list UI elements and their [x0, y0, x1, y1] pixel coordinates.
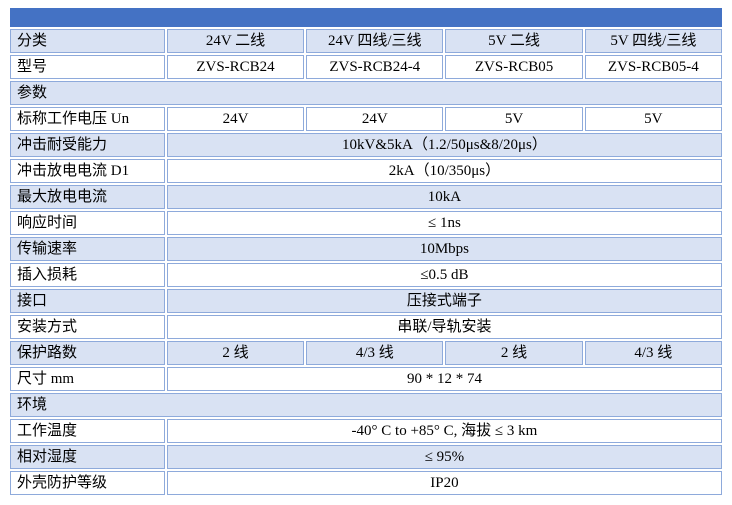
spec-table-body: 分类 24V 二线 24V 四线/三线 5V 二线 5V 四线/三线 型号 ZVS-RCB2…	[10, 8, 722, 495]
table-row-operating-temperature: 工作温度 -40° C to +85° C, 海拔 ≤ 3 km	[10, 419, 722, 443]
dimensions-mm-cell-0: 尺寸 mm	[10, 367, 165, 391]
nominal-voltage-cell-4: 5V	[584, 107, 722, 131]
category-cell-1: 24V 二线	[166, 29, 305, 53]
enclosure-protection-rating-cell-1: IP20	[166, 471, 722, 495]
transmission-rate-cell-1: 10Mbps	[166, 237, 722, 261]
model-cell-3: ZVS-RCB05	[445, 55, 583, 79]
model-cell-2: ZVS-RCB24-4	[306, 55, 444, 79]
title-band-cell-0	[10, 8, 722, 27]
table-row-dimensions-mm: 尺寸 mm 90 * 12 * 74	[10, 367, 722, 391]
impulse-withstand-cell-0: 冲击耐受能力	[10, 133, 165, 157]
table-row-category: 分类 24V 二线 24V 四线/三线 5V 二线 5V 四线/三线	[10, 29, 722, 53]
protected-lines-cell-4: 4/3 线	[584, 341, 722, 365]
table-row-mounting: 安装方式 串联/导轨安装	[10, 315, 722, 339]
mounting-cell-0: 安装方式	[10, 315, 165, 339]
model-cell-0: 型号	[10, 55, 165, 79]
operating-temperature-cell-1: -40° C to +85° C, 海拔 ≤ 3 km	[166, 419, 722, 443]
insertion-loss-cell-0: 插入损耗	[10, 263, 165, 287]
nominal-voltage-cell-2: 24V	[306, 107, 444, 131]
table-row-impulse-withstand: 冲击耐受能力 10kV&5kA（1.2/50μs&8/20μs）	[10, 133, 722, 157]
insertion-loss-cell-1: ≤0.5 dB	[166, 263, 722, 287]
nominal-voltage-cell-3: 5V	[445, 107, 583, 131]
relative-humidity-cell-1: ≤ 95%	[166, 445, 722, 469]
table-row-nominal-voltage: 标称工作电压 Un 24V 24V 5V 5V	[10, 107, 722, 131]
interface-cell-1: 压接式端子	[166, 289, 722, 313]
table-row-model: 型号 ZVS-RCB24 ZVS-RCB24-4 ZVS-RCB05 ZVS-RCB05…	[10, 55, 722, 79]
table-row-insertion-loss: 插入损耗 ≤0.5 dB	[10, 263, 722, 287]
table-row-interface: 接口 压接式端子	[10, 289, 722, 313]
table-row-impulse-discharge-current: 冲击放电电流 D1 2kA（10/350μs）	[10, 159, 722, 183]
category-cell-2: 24V 四线/三线	[306, 29, 444, 53]
table-row-transmission-rate: 传输速率 10Mbps	[10, 237, 722, 261]
impulse-withstand-cell-1: 10kV&5kA（1.2/50μs&8/20μs）	[166, 133, 722, 157]
mounting-cell-1: 串联/导轨安装	[166, 315, 722, 339]
table-row-title-band	[10, 8, 722, 27]
protected-lines-cell-1: 2 线	[166, 341, 305, 365]
interface-cell-0: 接口	[10, 289, 165, 313]
spec-table: 分类 24V 二线 24V 四线/三线 5V 二线 5V 四线/三线 型号 ZVS-RCB2…	[8, 6, 724, 497]
model-cell-1: ZVS-RCB24	[166, 55, 305, 79]
protected-lines-cell-0: 保护路数	[10, 341, 165, 365]
operating-temperature-cell-0: 工作温度	[10, 419, 165, 443]
protected-lines-cell-3: 2 线	[445, 341, 583, 365]
transmission-rate-cell-0: 传输速率	[10, 237, 165, 261]
table-row-response-time: 响应时间 ≤ 1ns	[10, 211, 722, 235]
category-cell-3: 5V 二线	[445, 29, 583, 53]
category-cell-0: 分类	[10, 29, 165, 53]
category-cell-4: 5V 四线/三线	[584, 29, 722, 53]
response-time-cell-1: ≤ 1ns	[166, 211, 722, 235]
protected-lines-cell-2: 4/3 线	[306, 341, 444, 365]
impulse-discharge-current-cell-0: 冲击放电电流 D1	[10, 159, 165, 183]
section-environment-cell-0: 环境	[10, 393, 722, 417]
model-cell-4: ZVS-RCB05-4	[584, 55, 722, 79]
max-discharge-current-cell-0: 最大放电电流	[10, 185, 165, 209]
section-parameters-cell-0: 参数	[10, 81, 722, 105]
table-row-max-discharge-current: 最大放电电流 10kA	[10, 185, 722, 209]
table-row-section-parameters: 参数	[10, 81, 722, 105]
nominal-voltage-cell-1: 24V	[166, 107, 305, 131]
response-time-cell-0: 响应时间	[10, 211, 165, 235]
table-row-enclosure-protection-rating: 外壳防护等级 IP20	[10, 471, 722, 495]
table-row-relative-humidity: 相对湿度 ≤ 95%	[10, 445, 722, 469]
table-row-section-environment: 环境	[10, 393, 722, 417]
enclosure-protection-rating-cell-0: 外壳防护等级	[10, 471, 165, 495]
nominal-voltage-cell-0: 标称工作电压 Un	[10, 107, 165, 131]
impulse-discharge-current-cell-1: 2kA（10/350μs）	[166, 159, 722, 183]
max-discharge-current-cell-1: 10kA	[166, 185, 722, 209]
dimensions-mm-cell-1: 90 * 12 * 74	[166, 367, 722, 391]
relative-humidity-cell-0: 相对湿度	[10, 445, 165, 469]
